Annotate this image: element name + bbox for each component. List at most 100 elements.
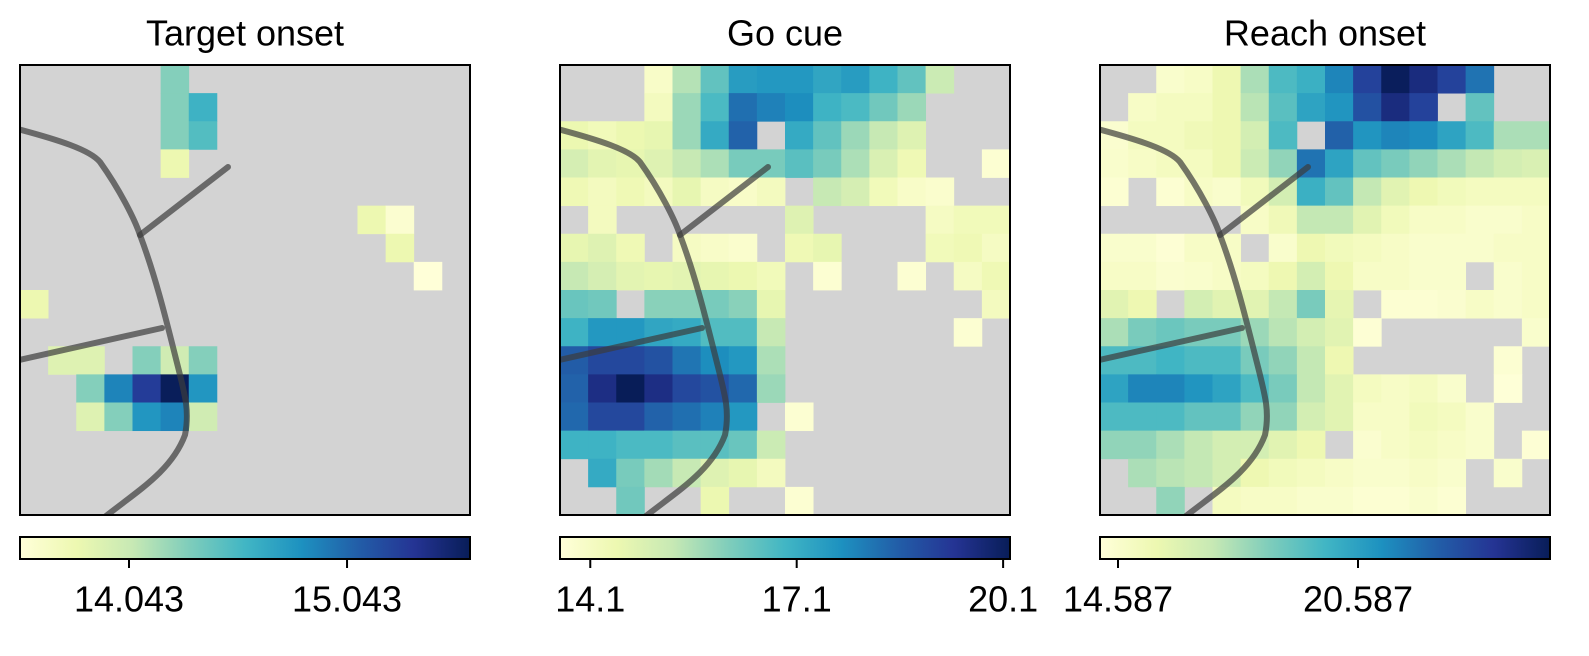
heat-cell [1465,177,1495,207]
heat-cell [841,177,870,207]
heat-cell [1156,233,1185,263]
heat-cell [785,205,814,235]
heat-cell [1493,346,1523,375]
heat-cell [1240,261,1270,291]
heat-cell [616,458,645,488]
chart-title: Target onset [146,13,344,54]
heat-cell [897,177,927,207]
heat-cell [1128,402,1157,432]
heat-cell [1100,233,1129,263]
heat-cell [1521,318,1551,347]
heat-cell [1240,121,1270,150]
heat-cell [1156,261,1185,291]
heat-cell [1493,177,1523,207]
heat-cell [1128,93,1157,122]
heat-cell [160,121,190,150]
heat-cell [953,318,983,347]
heat-cell [728,430,758,460]
heat-cell [813,233,842,263]
heat-cell [756,177,786,207]
heat-cell [897,65,927,94]
heat-cell [925,65,955,94]
heat-cell [1353,65,1382,94]
heat-cell [1268,458,1298,488]
heat-cell [1268,430,1298,460]
heat-cell [1212,430,1242,460]
heat-cell [1184,121,1213,150]
heat-cell [1437,261,1467,291]
heat-cell [1325,261,1354,291]
heat-cell [1409,430,1438,460]
heat-cell [1268,374,1298,403]
heat-cell [1184,93,1213,122]
heat-cell [1296,65,1326,94]
heat-cell [1156,374,1185,403]
heat-cell [1268,233,1298,263]
heat-cell [756,458,786,488]
heat-cell [1212,93,1242,122]
heat-cell [1437,177,1467,207]
heat-cell [1409,205,1438,235]
heat-cell [588,177,617,207]
panel-frame [1099,64,1551,516]
heat-cell [160,93,190,122]
heat-cell [869,121,898,150]
heat-cell [1296,346,1326,375]
heat-cell [1100,290,1129,319]
heat-cell [1409,374,1438,403]
heat-cell [644,374,673,403]
heat-cell [1437,205,1467,235]
heat-cell [1156,430,1185,460]
heat-cell [1381,402,1410,432]
heat-cell [1100,261,1129,291]
heat-cell [1296,205,1326,235]
heat-cell [1156,458,1185,488]
heat-cell [1296,374,1326,403]
heat-cell [672,402,702,432]
heat-cell [1212,346,1242,375]
heat-cell [1100,318,1129,347]
heat-cell [132,402,162,432]
colorbar [19,536,471,560]
heat-cell [1325,374,1354,403]
heat-cell [1381,233,1410,263]
heat-cell [1325,93,1354,122]
heat-cell [616,374,645,403]
heat-cell [981,261,1011,291]
heat-cell [756,374,786,403]
heat-cell [644,290,673,319]
heat-cell [1353,233,1382,263]
heat-cell [1156,486,1185,516]
heat-cell [160,65,190,94]
heat-cell [981,233,1011,263]
heat-cell [1437,458,1467,488]
chart-title: Reach onset [1224,13,1426,54]
heat-cell [1437,149,1467,178]
colorbar-tick-label: 14.043 [74,579,184,620]
heat-cell [1353,402,1382,432]
heat-cell [1437,121,1467,150]
heat-cell [1268,149,1298,178]
heat-cell [756,318,786,347]
heat-cell [132,374,162,403]
heat-cell [1409,290,1438,319]
heat-cell [385,233,415,263]
heat-cell [700,65,730,94]
colorbar-tick-label: 14.587 [1063,579,1173,620]
heat-cell [1184,374,1213,403]
heat-cell [1493,458,1523,488]
heat-cell [1493,261,1523,291]
heat-cell [869,65,898,94]
heat-cell [981,290,1011,319]
heat-cell [1521,261,1551,291]
heat-cell [1184,261,1213,291]
heat-cell [76,346,105,375]
heat-cell [588,261,617,291]
heat-cell [1325,402,1354,432]
heat-cell [1325,458,1354,488]
heat-cell [756,93,786,122]
heat-cell [1128,318,1157,347]
heat-cell [1100,374,1129,403]
heat-cell [385,205,415,235]
